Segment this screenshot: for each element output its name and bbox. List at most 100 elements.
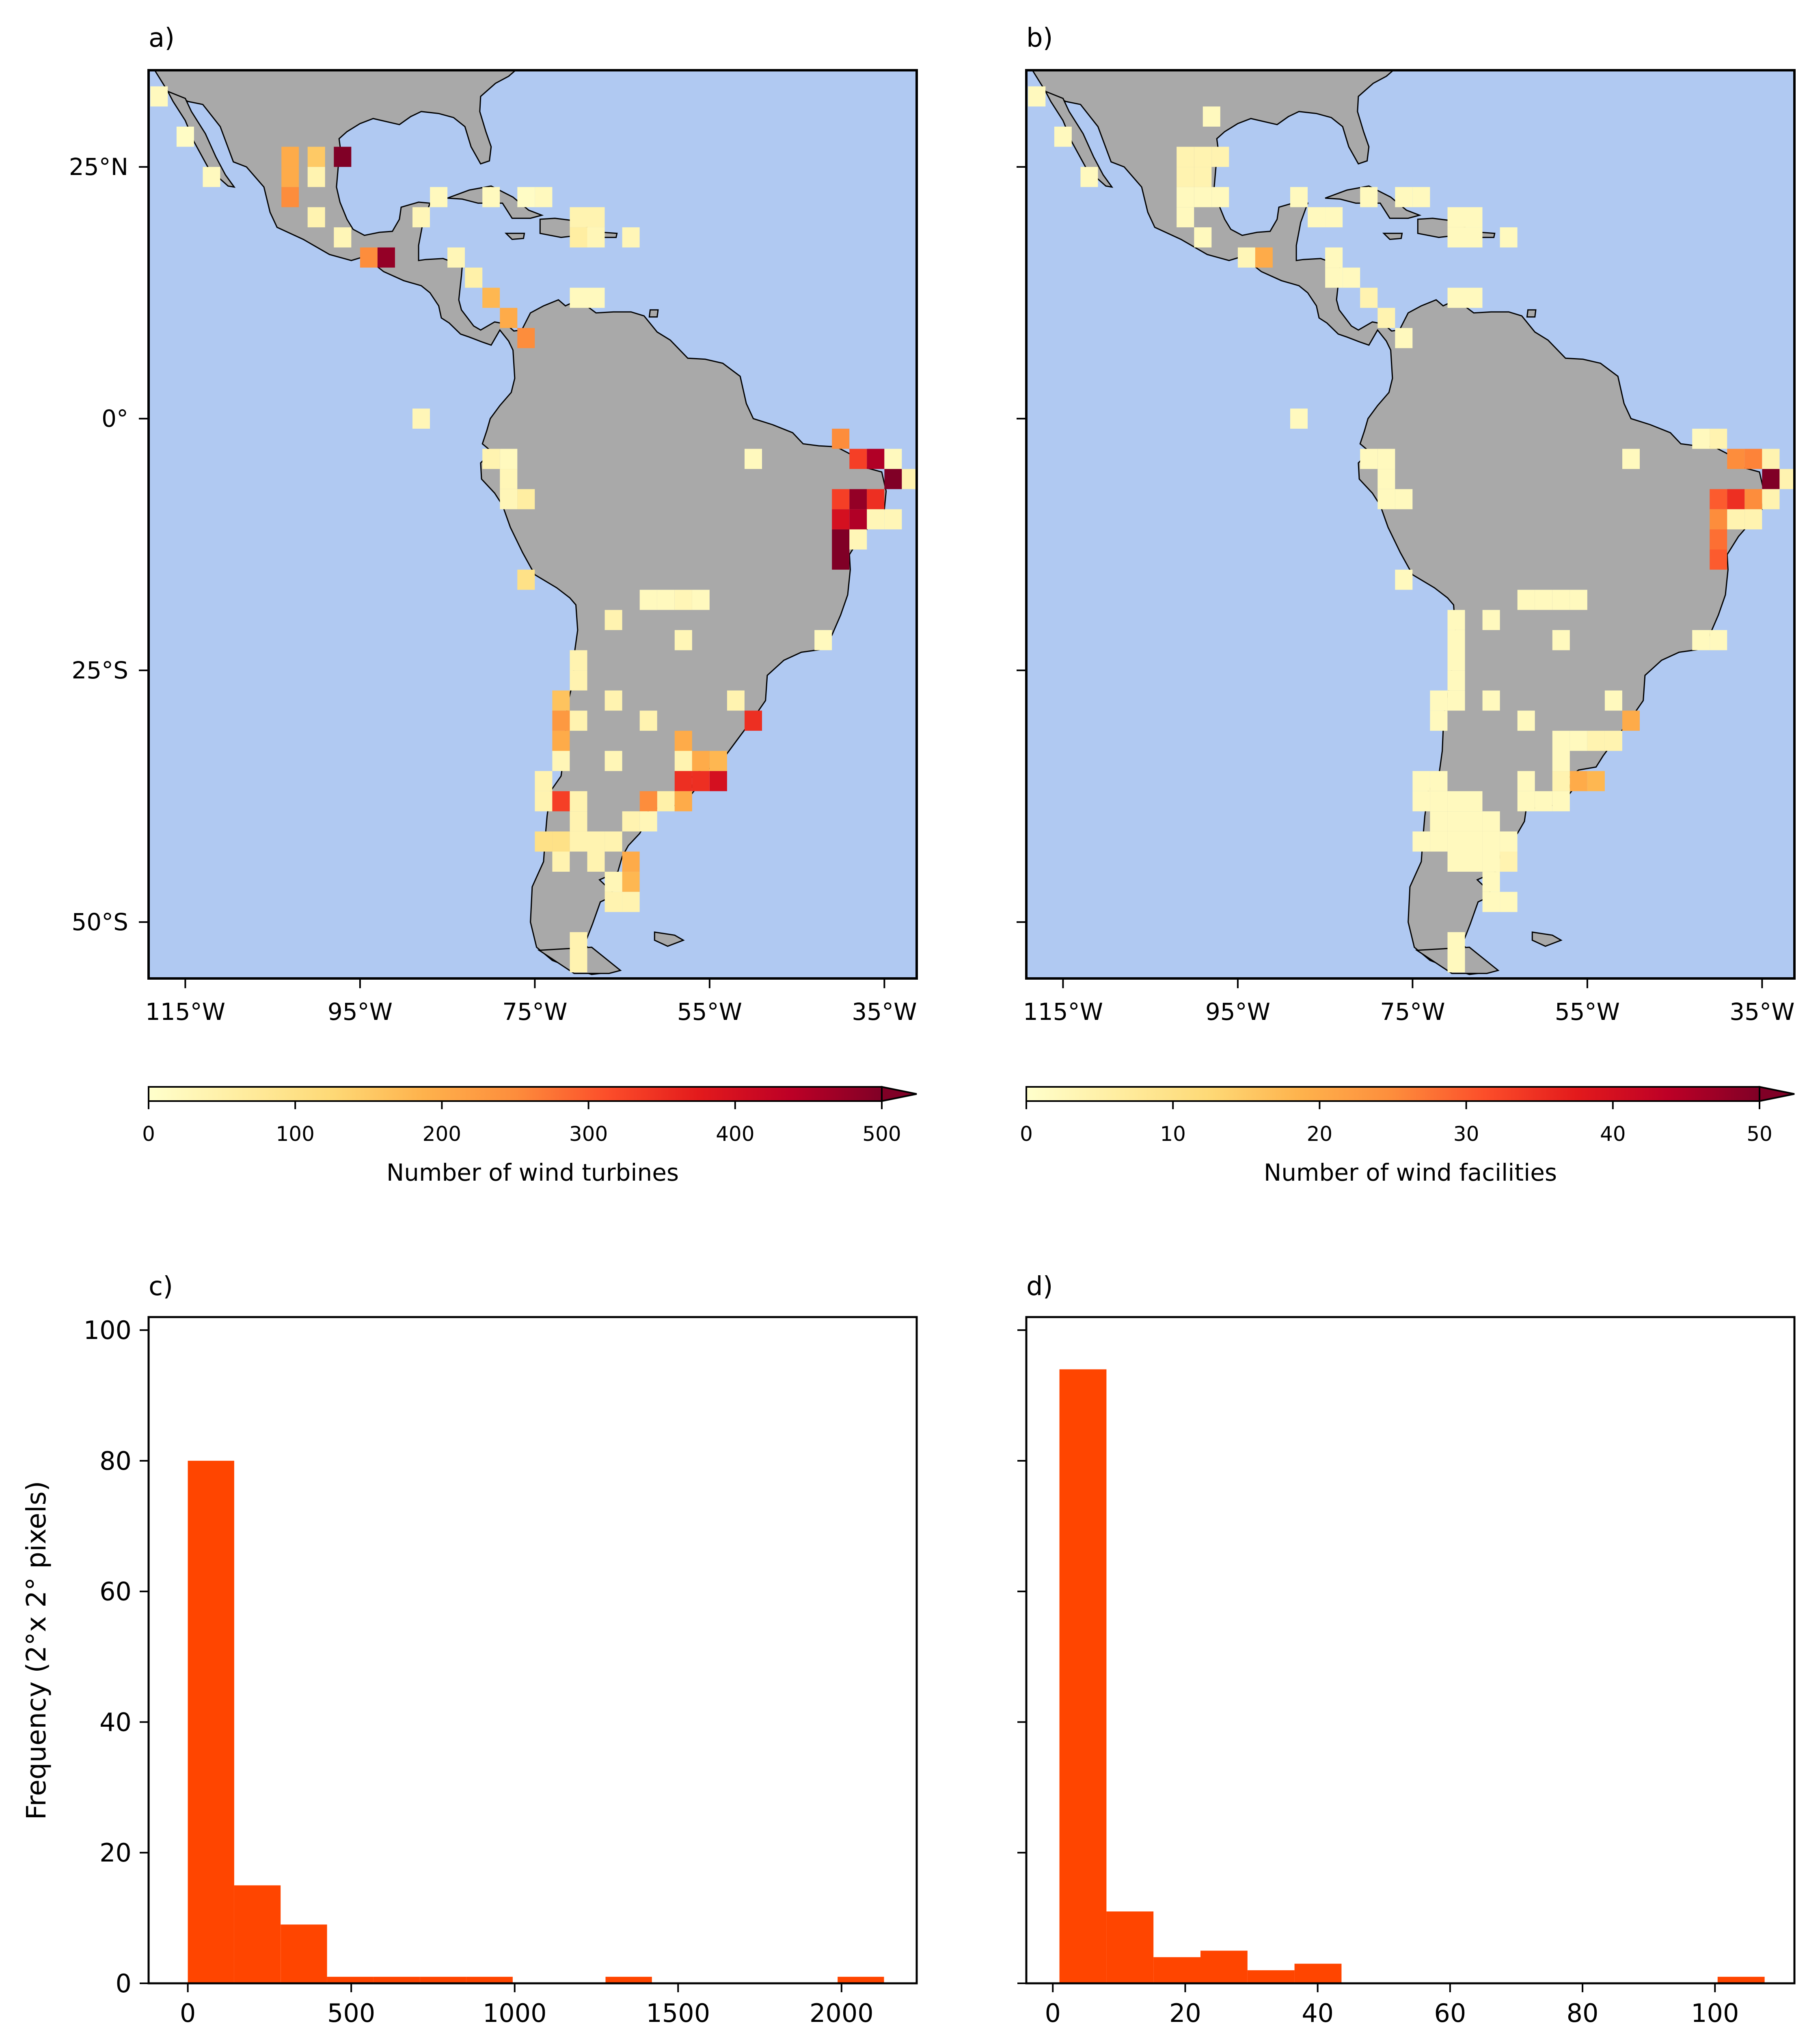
heatmap-cell [1177, 207, 1194, 227]
heatmap-cell [1447, 207, 1465, 227]
heatmap-cell [674, 630, 692, 650]
heatmap-cell [1500, 831, 1518, 852]
heatmap-cell [587, 227, 605, 248]
heatmap-cell [1412, 831, 1430, 852]
heatmap-cell [1465, 811, 1483, 831]
histogram-bar [1717, 1976, 1765, 1983]
heatmap-cell [1465, 207, 1483, 227]
heatmap-cell [884, 449, 902, 469]
heatmap-cell [1054, 126, 1072, 147]
heatmap-cell [1211, 147, 1229, 167]
heatmap-cell [1587, 730, 1605, 751]
heatmap-cell [1762, 449, 1780, 469]
axes-frame-d [1025, 1316, 1796, 1985]
heatmap-cell [281, 147, 299, 167]
heatmap-cell [570, 287, 587, 308]
heatmap-cell [674, 771, 692, 791]
y-tick-label: 60 [99, 1577, 132, 1607]
colorbar-tick-label: 0 [1020, 1122, 1033, 1146]
heatmap-cell [1762, 469, 1780, 489]
heatmap-cell [657, 791, 675, 812]
heatmap-cell [1447, 287, 1465, 308]
heatmap-cell [1194, 227, 1212, 248]
heatmap-cell [1622, 710, 1640, 731]
heatmap-cell [552, 851, 570, 872]
x-tick-label: 2000 [810, 1998, 874, 2028]
heatmap-cell [1727, 509, 1745, 529]
heatmap-cell [1447, 952, 1465, 973]
heatmap-cell [849, 509, 867, 529]
heatmap-cell [1482, 851, 1500, 872]
heatmap-cell [570, 670, 587, 691]
heatmap-cell [745, 710, 762, 731]
heatmap-cell [1552, 771, 1570, 791]
heatmap-cell [377, 247, 395, 268]
heatmap-cell [1482, 690, 1500, 711]
heatmap-cell [307, 207, 325, 227]
heatmap-cell [176, 126, 194, 147]
x-tick-label: 115°W [1023, 998, 1103, 1026]
heatmap-cells-b [1028, 86, 1794, 973]
heatmap-cell [1570, 771, 1587, 791]
histogram-bar [234, 1885, 281, 1983]
x-ticks-b: 115°W 95°W 75°W 55°W 35°W [1023, 978, 1794, 1026]
heatmap-cell [1447, 610, 1465, 630]
heatmap-cell [1395, 489, 1413, 510]
heatmap-cell [692, 590, 710, 610]
histogram-bar [420, 1976, 466, 1983]
colorbar-tick-label: 500 [862, 1122, 901, 1146]
heatmap-cell [307, 167, 325, 187]
heatmap-cell [1744, 449, 1762, 469]
heatmap-cell [1290, 408, 1308, 429]
heatmap-cell [1710, 529, 1727, 550]
heatmap-cell [447, 247, 465, 268]
heatmap-cell [639, 590, 657, 610]
heatmap-cell [622, 892, 640, 912]
heatmap-cell [1727, 449, 1745, 469]
colorbar-tick-label: 20 [1307, 1122, 1333, 1146]
histogram-bar [1106, 1911, 1154, 1983]
heatmap-cell [1500, 227, 1518, 248]
heatmap-cell [727, 690, 745, 711]
histogram-bar [281, 1924, 327, 1983]
heatmap-cell [1692, 630, 1710, 650]
heatmap-cell [605, 831, 622, 852]
heatmap-cell [1211, 187, 1229, 207]
map-frame-b [1025, 69, 1796, 980]
heatmap-cell [1360, 287, 1378, 308]
heatmap-cell [1692, 428, 1710, 449]
heatmap-cell [1412, 187, 1430, 207]
x-tick-label: 115°W [145, 998, 225, 1026]
heatmap-cell [1710, 489, 1727, 510]
heatmap-cell [1377, 489, 1395, 510]
heatmap-cell [605, 610, 622, 630]
heatmap-cell [674, 590, 692, 610]
heatmap-cell [517, 489, 535, 510]
heatmap-cell [1177, 167, 1194, 187]
heatmap-cell [535, 831, 553, 852]
y-tick-label: 25°N [69, 153, 128, 181]
heatmap-cell [500, 489, 518, 510]
ticks-c: 0 500 1000 1500 2000 0 20 40 60 80 100 [84, 1315, 874, 2028]
heatmap-cell [570, 831, 587, 852]
heatmap-cell [709, 771, 727, 791]
heatmap-cell [412, 408, 430, 429]
x-tick-label: 20 [1169, 1998, 1201, 2028]
heatmap-cell [1744, 489, 1762, 510]
heatmap-cell [1622, 449, 1640, 469]
colorbar-gradient-b [1026, 1086, 1760, 1102]
histogram-bar [327, 1976, 373, 1983]
colorbar-label-a: Number of wind turbines [386, 1159, 679, 1186]
heatmap-cell [1604, 690, 1622, 711]
heatmap-cell [412, 207, 430, 227]
heatmap-cells-a [150, 86, 917, 973]
x-tick-label: 1000 [483, 1998, 547, 2028]
heatmap-cell [1570, 730, 1587, 751]
heatmap-cell [849, 489, 867, 510]
heatmap-cell [745, 449, 762, 469]
heatmap-cell [1377, 449, 1395, 469]
heatmap-cell [1482, 872, 1500, 892]
heatmap-cell [674, 751, 692, 771]
heatmap-cell [535, 791, 553, 812]
